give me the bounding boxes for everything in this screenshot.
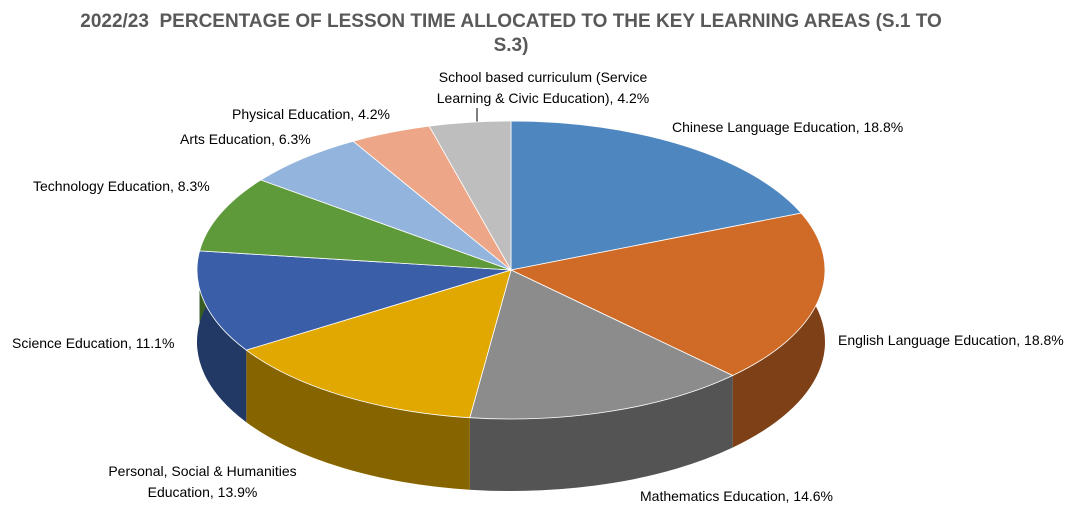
- data-label: School based curriculum (Service Learnin…: [436, 69, 650, 106]
- label-value: 8.3%: [177, 178, 210, 194]
- label-category: Personal, Social & Humanities Education: [108, 463, 297, 500]
- label-value: 13.9%: [217, 484, 258, 500]
- data-label: Chinese Language Education, 18.8%: [672, 119, 904, 135]
- label-value: 11.1%: [135, 335, 175, 351]
- chart-title: 2022/23 PERCENTAGE OF LESSON TIME ALLOCA…: [80, 11, 948, 56]
- slice: [196, 250, 512, 351]
- label-category: Arts Education: [180, 131, 272, 147]
- data-label: Physical Education, 4.2%: [232, 106, 390, 122]
- data-label: Science Education, 11.1%: [12, 335, 175, 351]
- slice-side: [197, 250, 247, 423]
- slice-side-shade: [469, 375, 733, 491]
- label-category: Technology Education: [33, 178, 170, 194]
- slice: [245, 269, 512, 419]
- slice: [428, 120, 512, 272]
- label-category: School based curriculum (Service Learnin…: [436, 69, 648, 106]
- label-category: Science Education: [12, 335, 128, 351]
- label-category: Chinese Language Education: [672, 119, 856, 135]
- label-value: 4.2%: [358, 106, 390, 122]
- slice: [199, 179, 512, 271]
- data-label: Mathematics Education, 14.6%: [640, 488, 834, 504]
- slice-side-shade: [246, 350, 470, 490]
- label-value: 6.3%: [278, 131, 311, 147]
- label-category: Mathematics Education: [640, 488, 786, 504]
- tops: [196, 120, 826, 420]
- slice-side: [469, 375, 733, 491]
- data-label: Arts Education, 6.3%: [180, 131, 311, 147]
- label-value: 18.8%: [863, 119, 904, 135]
- label-category: English Language Education: [838, 332, 1017, 348]
- data-label: English Language Education, 18.8%: [838, 332, 1064, 348]
- label-value: 4.2%: [617, 90, 650, 106]
- slice-side-shade: [197, 250, 247, 423]
- slice: [259, 140, 512, 271]
- slice: [469, 269, 734, 420]
- slice-side: [246, 350, 470, 490]
- label-value: 18.8%: [1024, 332, 1064, 348]
- data-label: Personal, Social & Humanities Education,…: [108, 463, 297, 500]
- slice: [509, 212, 826, 376]
- slice: [510, 120, 802, 271]
- data-label: Technology Education, 8.3%: [33, 178, 210, 194]
- label-category: Physical Education: [232, 106, 351, 122]
- label-value: 14.6%: [793, 488, 834, 504]
